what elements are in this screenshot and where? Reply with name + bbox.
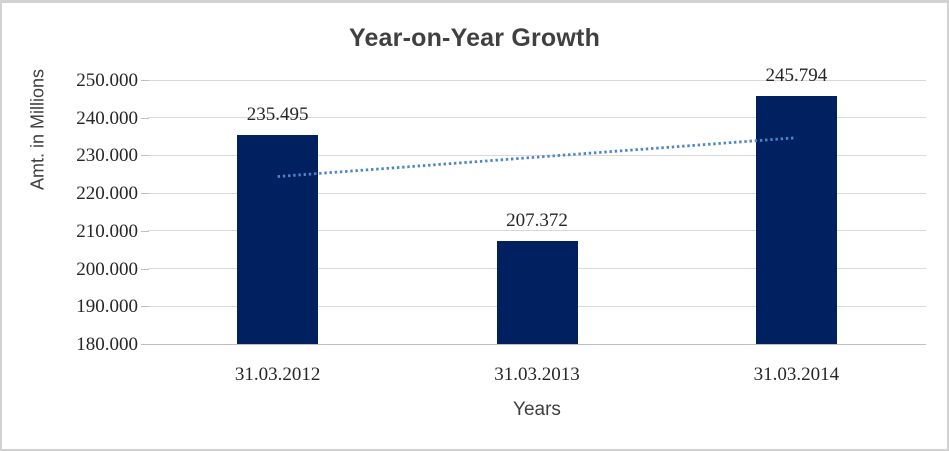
y-tick-mark [141, 230, 149, 232]
gridline [148, 117, 926, 119]
x-tick-label: 31.03.2012 [234, 364, 321, 385]
y-tick-label: 210.000 [76, 220, 138, 242]
trendline-layer [277, 136, 797, 178]
bar-value-label: 207.372 [506, 209, 568, 231]
x-axis-line [148, 344, 926, 345]
y-tick-label: 220.000 [76, 183, 138, 205]
y-tick-label: 240.000 [76, 107, 138, 129]
y-tick-label: 190.000 [76, 296, 138, 318]
y-tick-mark [141, 306, 149, 308]
y-tick-mark [141, 344, 149, 345]
bar-31.03.2014 [755, 95, 837, 344]
y-tick-mark [141, 193, 149, 195]
y-tick-label: 230.000 [76, 145, 138, 167]
x-tick-label: 31.03.2014 [753, 364, 840, 385]
gridline [148, 230, 926, 232]
x-tick-label: 31.03.2013 [494, 364, 580, 385]
y-tick-label: 250.000 [76, 70, 138, 91]
y-tick-mark [141, 80, 149, 81]
trendline [277, 136, 797, 178]
y-tick-label: 200.000 [76, 258, 138, 280]
bar-value-label: 245.794 [765, 64, 828, 86]
y-tick-mark [141, 117, 149, 119]
x-axis-title: Years [513, 399, 561, 420]
plot-area [148, 79, 926, 345]
bar-31.03.2013 [496, 240, 578, 344]
bar-31.03.2012 [237, 134, 319, 344]
gridline [148, 192, 926, 194]
gridline [148, 79, 926, 81]
chart-title: Year-on-Year Growth [348, 24, 601, 52]
y-tick-label: 180.000 [76, 334, 138, 355]
y-tick-mark [141, 155, 149, 157]
bar-value-label: 235.495 [246, 103, 309, 125]
y-tick-mark [141, 268, 149, 270]
gridline [148, 154, 926, 156]
